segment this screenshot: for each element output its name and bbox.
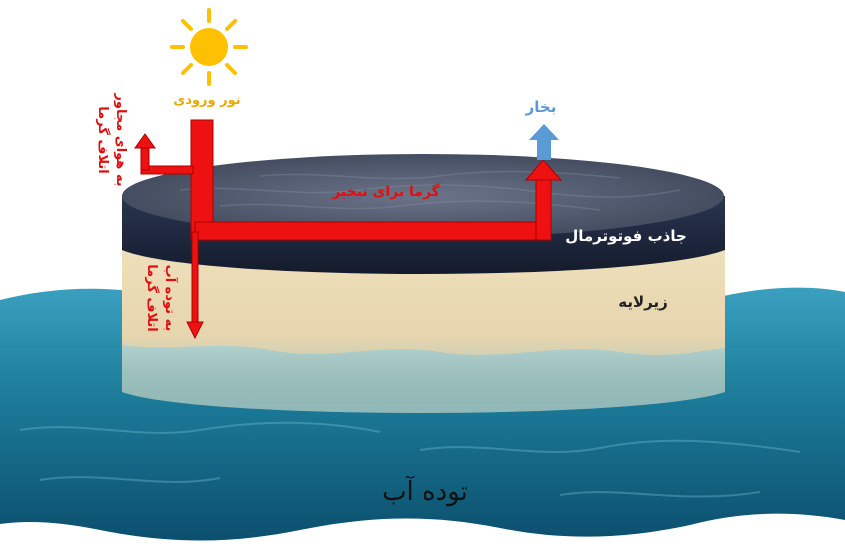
substrate-label: زیرلایه xyxy=(618,293,668,311)
photothermal-absorber-label: جاذب فوتوترمال xyxy=(565,227,687,245)
vapor-label: بخار xyxy=(525,98,557,116)
incoming-light-label: نور ورودی xyxy=(173,93,240,108)
heat-loss-water-label-line2: به توده آب xyxy=(162,265,179,332)
heat-loss-air-label-line2: به هوای مجاور xyxy=(113,92,128,186)
air-loss-riser xyxy=(140,145,150,171)
absorber-texture xyxy=(179,170,681,211)
evaporation-heat-bar xyxy=(194,221,552,241)
sun-icon xyxy=(170,8,248,86)
up-arrow-icon xyxy=(529,124,559,160)
evaporation-heat-riser xyxy=(535,177,552,241)
heat-loss-air-label-line1: اتلاف گرما xyxy=(95,106,111,173)
water-loss-riser xyxy=(191,231,199,325)
water-body-label: توده آب xyxy=(382,475,468,507)
substrate-submerged xyxy=(122,345,725,413)
air-loss-arrowhead xyxy=(134,133,156,149)
heat-loss-water-label-line1: اتلاف گرما xyxy=(144,264,160,331)
absorber-top xyxy=(122,154,724,238)
evaporation-heat-arrowhead xyxy=(524,159,563,181)
heat-flow-arrows xyxy=(134,119,563,340)
heat-for-evaporation-label: گرما برای تبخیر xyxy=(331,183,440,200)
water-ripples xyxy=(19,421,801,498)
water-loss-arrowhead xyxy=(186,321,204,340)
